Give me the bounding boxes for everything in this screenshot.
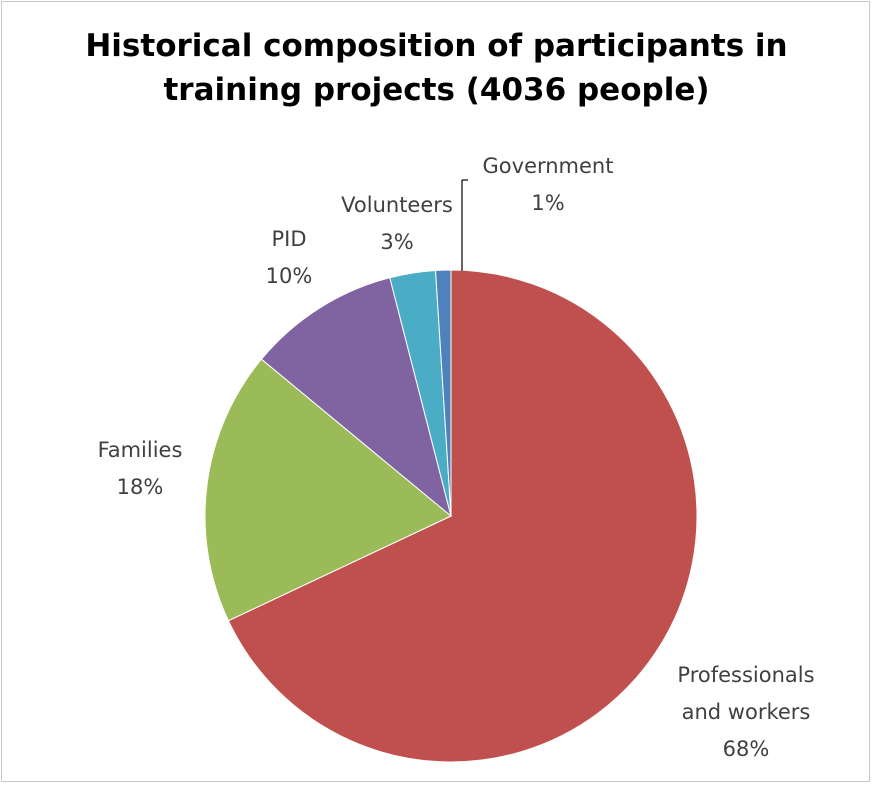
pie-slice-professionals	[227, 269, 698, 763]
pie-slice-government	[435, 269, 452, 517]
data-label-government: Government 1%	[483, 154, 614, 215]
data-label-professionals-line-1: Professionals	[677, 663, 814, 687]
pie-slices	[204, 269, 698, 763]
data-label-volunteers-percent: 3%	[380, 230, 413, 254]
data-label-volunteers-name: Volunteers	[341, 193, 453, 217]
pie-slice-pid	[260, 277, 452, 518]
data-label-professionals-percent: 68%	[723, 737, 770, 761]
data-label-pid-name: PID	[271, 227, 306, 251]
chart-title: Historical composition of participants i…	[0, 24, 873, 112]
data-label-professionals-line-2: and workers	[682, 700, 811, 724]
chart-title-line-1: Historical composition of participants i…	[85, 28, 788, 64]
data-label-families-percent: 18%	[117, 475, 164, 499]
data-label-government-name: Government	[483, 154, 614, 178]
data-label-professionals: Professionals and workers 68%	[677, 663, 814, 761]
pie-slice-families	[204, 358, 452, 622]
data-label-families-name: Families	[98, 438, 183, 462]
data-label-pid-percent: 10%	[266, 264, 313, 288]
data-label-government-percent: 1%	[531, 191, 564, 215]
data-label-volunteers: Volunteers 3%	[341, 193, 453, 254]
data-label-families: Families 18%	[98, 438, 183, 499]
chart-title-line-2: training projects (4036 people)	[163, 72, 710, 108]
data-label-pid: PID 10%	[266, 227, 313, 288]
